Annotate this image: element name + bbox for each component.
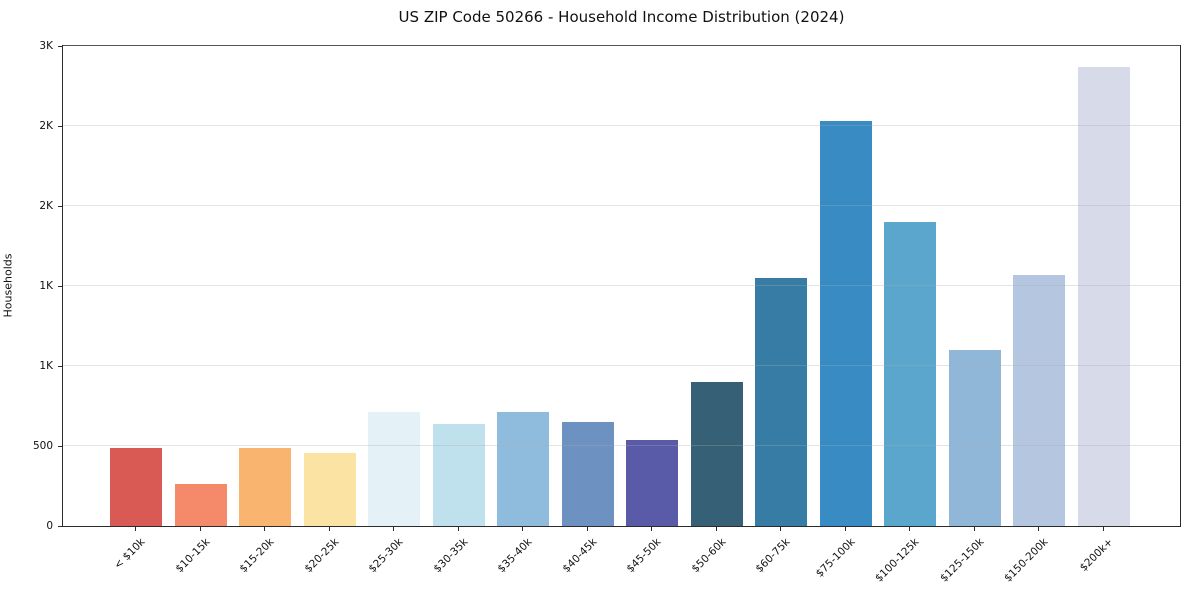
gridline-2500 <box>63 125 1180 126</box>
bar-35-40k <box>497 411 549 526</box>
x-tick-mark <box>586 527 588 531</box>
x-tick-mark <box>264 527 265 531</box>
x-tick-mark <box>1038 527 1039 531</box>
x-tick-mark <box>522 527 523 531</box>
bar-50-60k <box>690 382 743 526</box>
gridline-2000 <box>63 205 1180 206</box>
y-tick-label: 1K <box>39 360 53 372</box>
bar-75-100k <box>819 121 872 526</box>
x-tick-mark <box>1102 527 1104 531</box>
y-tick-label: 1K <box>39 280 53 292</box>
bar-200k <box>1077 66 1130 526</box>
x-tick-mark <box>328 527 330 531</box>
bar-125-150k <box>948 350 1001 526</box>
x-tick-label: < $10k <box>111 536 148 572</box>
bar-150-200k <box>1013 274 1065 526</box>
y-tick-mark <box>58 366 62 367</box>
x-tick-mark <box>393 527 394 531</box>
x-tick-mark <box>457 527 459 531</box>
x-tick-mark <box>135 527 136 531</box>
bar-10-15k <box>174 484 227 526</box>
x-tick-mark <box>651 527 652 531</box>
bar-45-50k <box>626 439 678 526</box>
x-tick-mark <box>844 527 846 531</box>
y-tick-label: 2K <box>39 200 53 212</box>
plot-area <box>62 45 1181 527</box>
y-tick-mark <box>58 446 62 447</box>
gridline-3000 <box>63 45 1180 46</box>
bar-60-75k <box>755 278 807 526</box>
x-tick-mark <box>973 527 975 531</box>
y-tick-mark <box>58 526 62 527</box>
x-tick-mark <box>780 527 781 531</box>
chart-title: US ZIP Code 50266 - Household Income Dis… <box>398 8 845 26</box>
y-tick-mark <box>58 46 62 47</box>
bar-20-25k <box>303 453 356 526</box>
y-tick-mark <box>58 206 62 207</box>
x-tick-mark <box>199 527 201 531</box>
bar-10k <box>110 447 162 526</box>
y-tick-label: 0 <box>46 520 53 532</box>
bar-30-35k <box>432 423 485 526</box>
x-tick-mark <box>715 527 717 531</box>
y-tick-label: 3K <box>39 40 53 52</box>
y-tick-mark <box>58 126 62 127</box>
y-tick-label: 500 <box>32 440 53 452</box>
bar-100-125k <box>884 222 936 526</box>
bar-25-30k <box>368 412 420 526</box>
x-tick-mark <box>909 527 910 531</box>
bar-40-45k <box>561 422 614 526</box>
y-tick-mark <box>58 286 62 287</box>
y-tick-label: 2K <box>39 120 53 132</box>
bar-15-20k <box>239 447 291 526</box>
